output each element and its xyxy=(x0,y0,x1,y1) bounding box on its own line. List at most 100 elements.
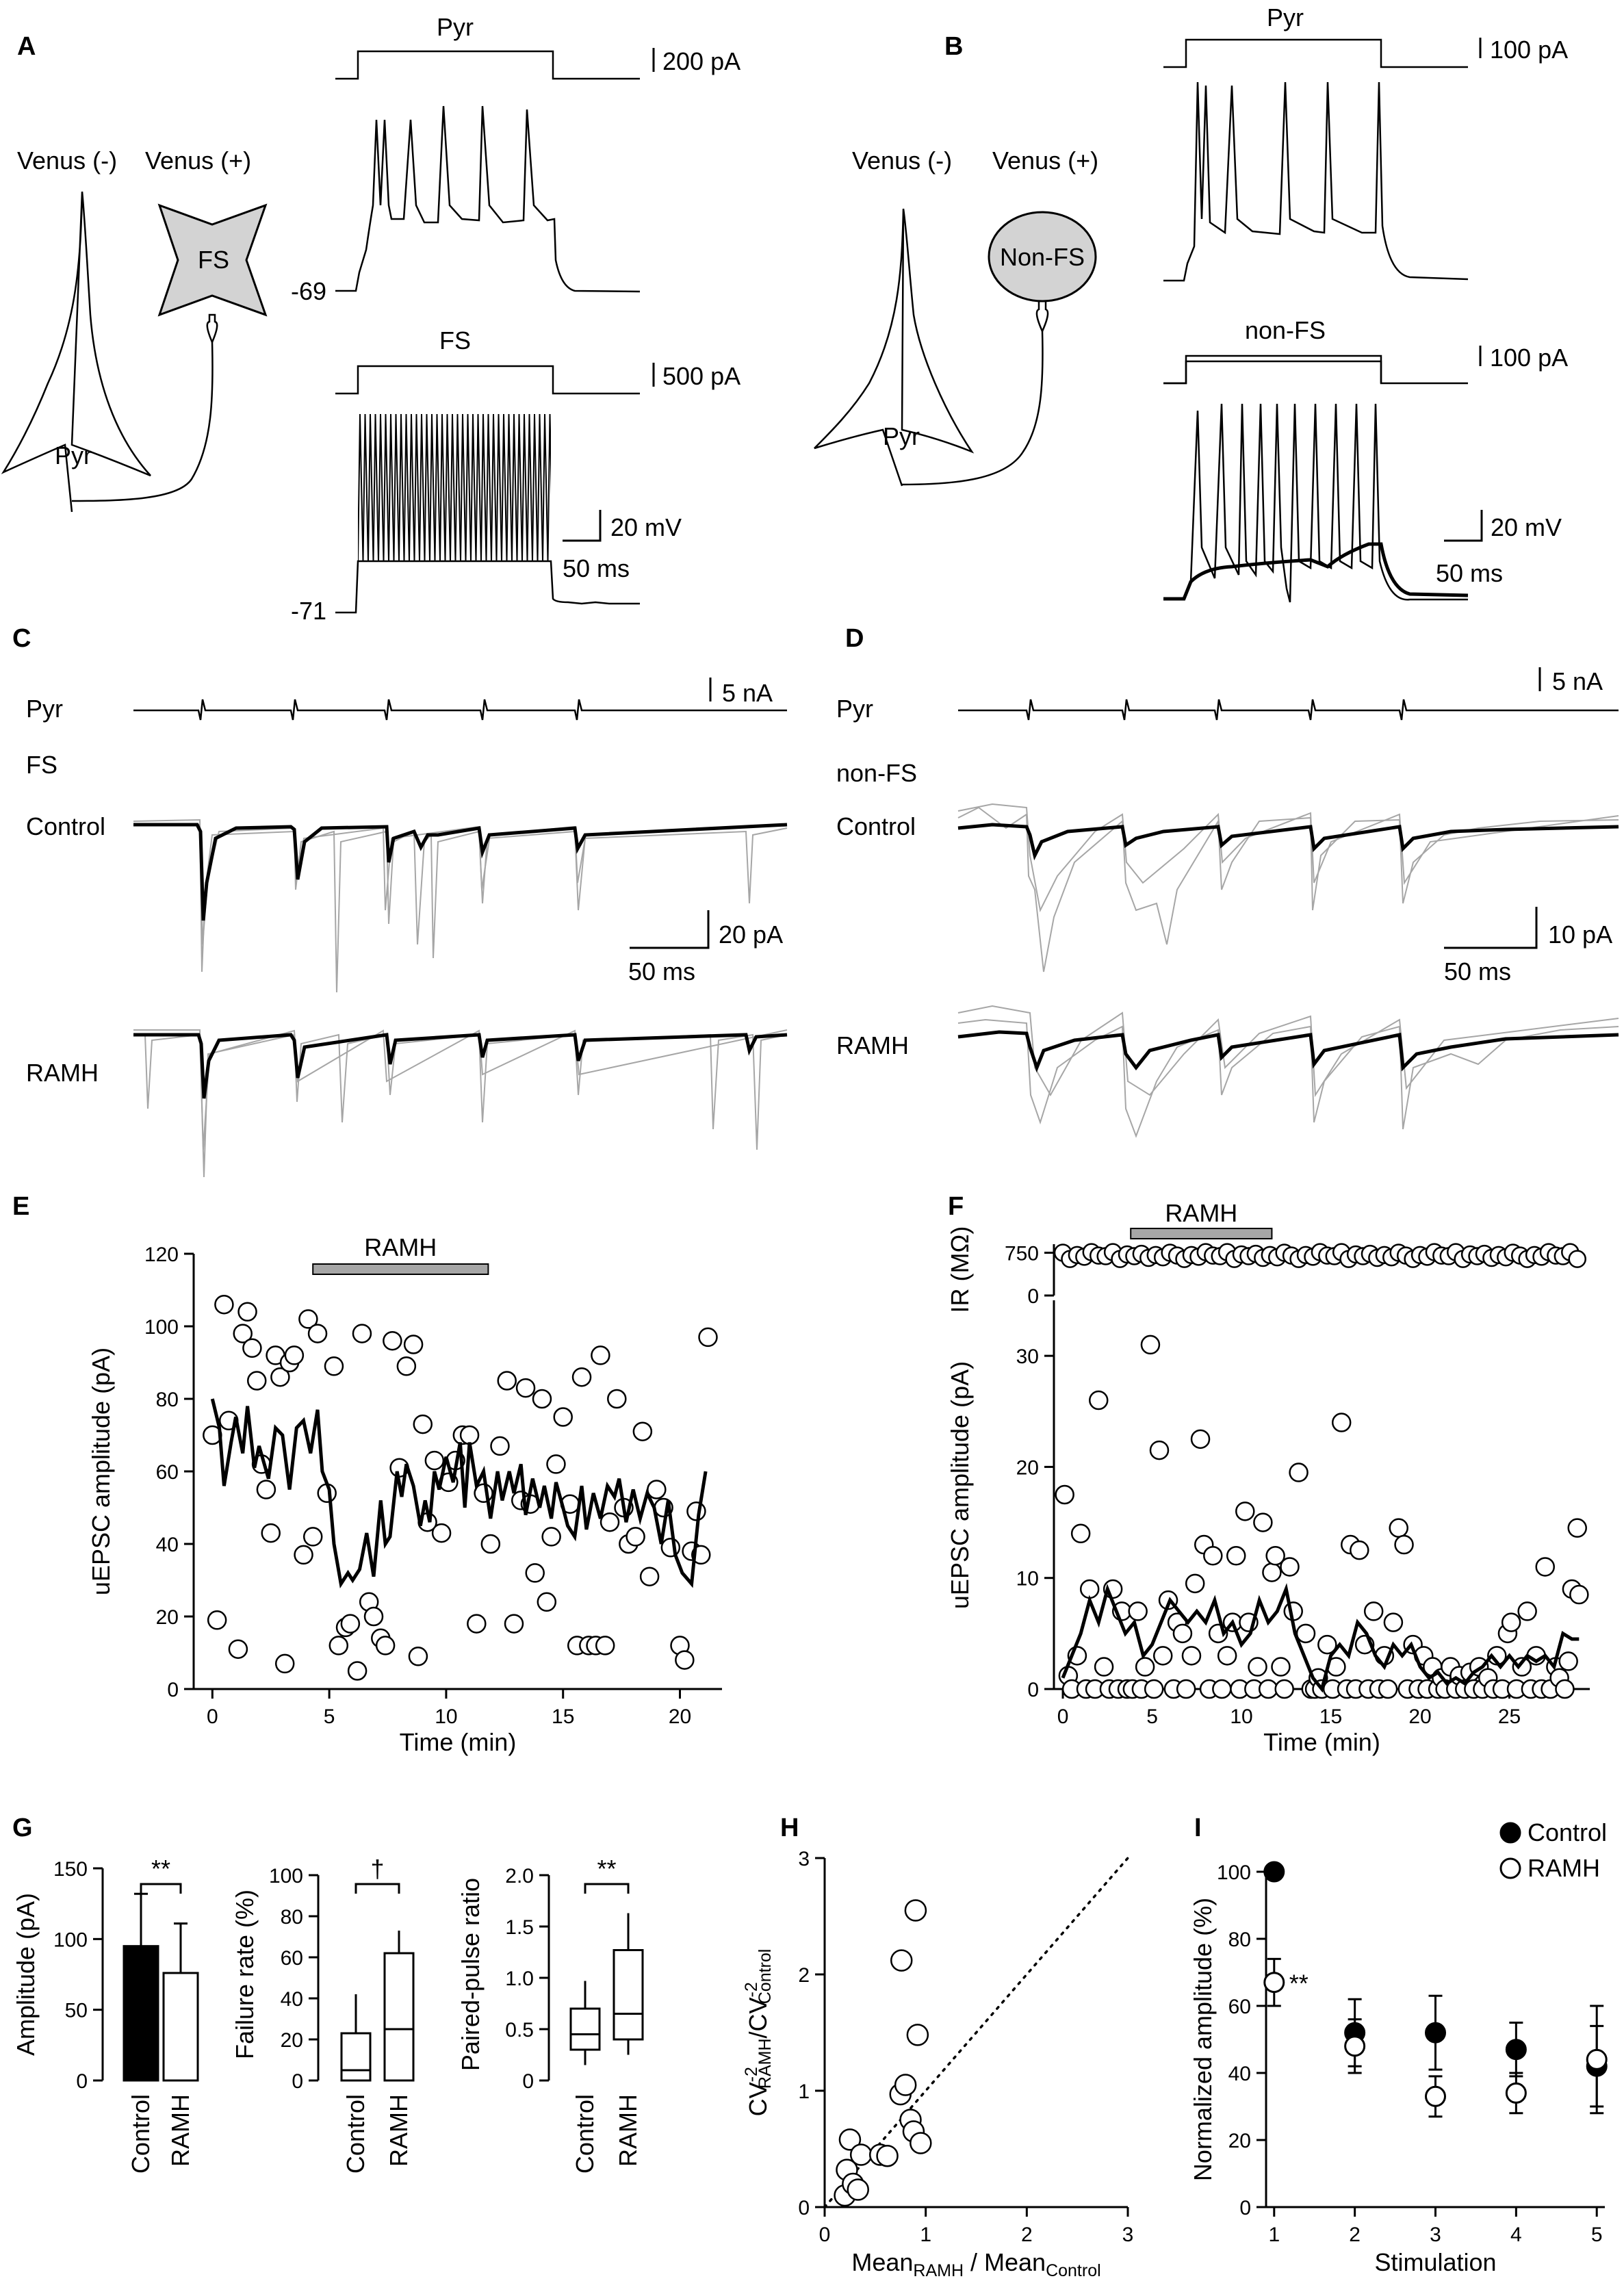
panel-e-point-8 xyxy=(246,1371,267,1391)
panel-f-point-0 xyxy=(1055,1484,1074,1505)
panel-e-point-58 xyxy=(546,1454,566,1474)
panel-d-control-mean-trace xyxy=(957,823,1619,861)
panel-i-y-tick-label-1: 20 xyxy=(1228,2130,1251,2152)
panel-h-point-7 xyxy=(876,2144,899,2167)
panel-d-scalebar xyxy=(1444,907,1538,949)
panel-c-ramh-label: RAMH xyxy=(26,1059,99,1087)
panel-g-amplitude-y-axis-label: Amplitude (pA) xyxy=(12,1893,40,2056)
panel-e-axis-lines xyxy=(192,1254,722,1690)
panel-d-time-scale-label: 50 ms xyxy=(1444,957,1511,985)
panel-e-x-tick-label-4: 20 xyxy=(669,1705,691,1728)
panel-e-point-66 xyxy=(595,1636,615,1655)
panel-e-point-45 xyxy=(467,1614,487,1634)
panel-f-y-axis-label: uEPSC amplitude (pA) xyxy=(946,1361,974,1609)
panel-g-failure-rate-x-label-control: Control xyxy=(341,2094,370,2174)
panel-c-pyr-label: Pyr xyxy=(26,695,63,723)
panel-f-point-49 xyxy=(1274,1679,1294,1699)
panel-b-pyr-trace-title: Pyr xyxy=(1267,3,1304,31)
panel-i-control-point-3 xyxy=(1505,2039,1527,2061)
panel-h-point-2 xyxy=(838,2128,862,2151)
panel-f-x-tick-label-4: 20 xyxy=(1408,1705,1431,1728)
panel-e-point-44 xyxy=(459,1425,480,1445)
panel-f-point-104 xyxy=(1535,1557,1555,1577)
legend-ramh-marker xyxy=(1499,1857,1521,1879)
panel-a-venus-neg-label: Venus (-) xyxy=(17,146,117,175)
panel-e-point-7 xyxy=(242,1338,262,1358)
panel-h-y-tick-label-3: 3 xyxy=(798,1848,810,1870)
panel-e-point-37 xyxy=(413,1414,433,1434)
panel-e-point-16 xyxy=(284,1345,305,1365)
panel-e-point-39 xyxy=(424,1450,445,1471)
panel-a-voltage-scale-label: 20 mV xyxy=(610,513,682,541)
panel-d-current-scale-label: 5 nA xyxy=(1552,667,1603,695)
panel-g-paired-pulse-y-axis-label: Paired-pulse ratio xyxy=(456,1878,485,2071)
panel-g-failure-rate-significance: † xyxy=(370,1855,384,1883)
panel-b-nonfs-axon xyxy=(901,331,1044,486)
panel-b-nonfs-axon-terminal xyxy=(1035,300,1049,334)
panel-b-nonfs-spiking-trace xyxy=(1163,403,1468,603)
panel-c-scalebar xyxy=(630,910,710,949)
panel-e-point-47 xyxy=(480,1534,501,1554)
panel-e-point-29 xyxy=(363,1606,384,1627)
panel-b-nonfs-subthreshold-trace xyxy=(1163,542,1469,601)
panel-h-x-tick-label-2: 2 xyxy=(1021,2224,1033,2246)
panel-g2-box-0 xyxy=(340,2032,372,2082)
panel-c-label: C xyxy=(12,624,31,653)
panel-b-time-scale-label: 50 ms xyxy=(1436,559,1503,587)
panel-e-point-82 xyxy=(698,1327,718,1348)
panel-d-control-overlay-traces-2 xyxy=(957,803,1619,913)
panel-f-x-tick-label-1: 5 xyxy=(1146,1705,1158,1728)
panel-h-y-tick-label-0: 0 xyxy=(798,2197,810,2219)
panel-e-x-tick-label-3: 15 xyxy=(552,1705,574,1728)
panel-e-point-13 xyxy=(270,1367,290,1387)
panel-e-point-19 xyxy=(302,1527,323,1547)
panel-e-point-4 xyxy=(228,1639,248,1659)
panel-f-ir-axis-label: IR (MΩ) xyxy=(946,1226,974,1313)
panel-e-time-course-plot: 0 20 40 60 80 100 120 0 5 10 15 20 xyxy=(144,1243,722,1728)
panel-g2-y-tick-label-2: 40 xyxy=(281,1988,303,2011)
panel-e-point-54 xyxy=(525,1563,545,1583)
panel-f-point-35 xyxy=(1212,1679,1232,1699)
panel-e-point-18 xyxy=(298,1309,318,1329)
panel-h-y-tick-label-2: 2 xyxy=(798,1964,810,1987)
panel-h-x-tick-label-0: 0 xyxy=(819,2224,831,2246)
panel-f-point-21 xyxy=(1149,1440,1170,1460)
panel-a-fs-axon-terminal xyxy=(206,313,218,345)
panel-f-time-course-plot: 0 10 20 30 0 5 10 15 20 25 0 750 xyxy=(1005,1228,1590,1728)
panel-c-ramh-overlay-traces-2 xyxy=(133,1029,788,1150)
panel-f-point-53 xyxy=(1296,1623,1316,1644)
panel-f-point-43 xyxy=(1248,1657,1267,1677)
panel-a-label: A xyxy=(17,32,36,61)
panel-a-pyr-step-current xyxy=(335,50,640,80)
panel-e-point-71 xyxy=(626,1527,645,1547)
panel-e-point-67 xyxy=(600,1512,620,1532)
panel-e-point-74 xyxy=(647,1480,667,1499)
panel-a-fs-trace-title: FS xyxy=(439,326,471,355)
panel-a-fs-vrest-label: -71 xyxy=(291,597,326,625)
panel-f-point-46 xyxy=(1262,1562,1282,1582)
legend-control-label: Control xyxy=(1528,1818,1607,1846)
panel-h-point-14 xyxy=(906,2024,929,2046)
panel-f-point-28 xyxy=(1181,1646,1202,1666)
panel-h-cv-analysis-plot: 0 1 2 3 0 1 2 3 xyxy=(798,1848,1133,2246)
panel-e-point-56 xyxy=(537,1592,557,1612)
panel-i-tick-labels: 0 20 40 60 80 100 1 2 3 4 5 xyxy=(1217,1861,1603,2246)
panel-f-point-36 xyxy=(1217,1646,1237,1666)
panel-g-paired-pulse-significance: ** xyxy=(597,1855,616,1883)
panel-f-point-26 xyxy=(1172,1623,1193,1644)
panel-f-point-112 xyxy=(1569,1584,1589,1605)
panel-f-tick-labels: 0 10 20 30 0 5 10 15 20 25 0 750 xyxy=(1005,1243,1521,1729)
panel-e-y-tick-label-1: 20 xyxy=(156,1606,179,1629)
panel-a-fs-interneuron-star xyxy=(157,203,268,317)
panel-c-control-overlay-traces-1 xyxy=(133,824,788,993)
panel-g1-bar-0 xyxy=(123,1945,159,2082)
panel-e-y-tick-label-5: 100 xyxy=(144,1316,179,1339)
panel-i-ramh-point-0 xyxy=(1263,1972,1285,1994)
panel-e-point-35 xyxy=(403,1335,424,1354)
panel-e-point-17 xyxy=(294,1545,313,1565)
panel-g2-y-tick-label-5: 100 xyxy=(269,1865,303,1887)
panel-f-point-6 xyxy=(1079,1579,1100,1599)
panel-f-running-mean-line xyxy=(1061,1583,1580,1693)
panel-e-point-49 xyxy=(497,1371,517,1391)
panel-g1-bracket xyxy=(140,1883,182,1894)
